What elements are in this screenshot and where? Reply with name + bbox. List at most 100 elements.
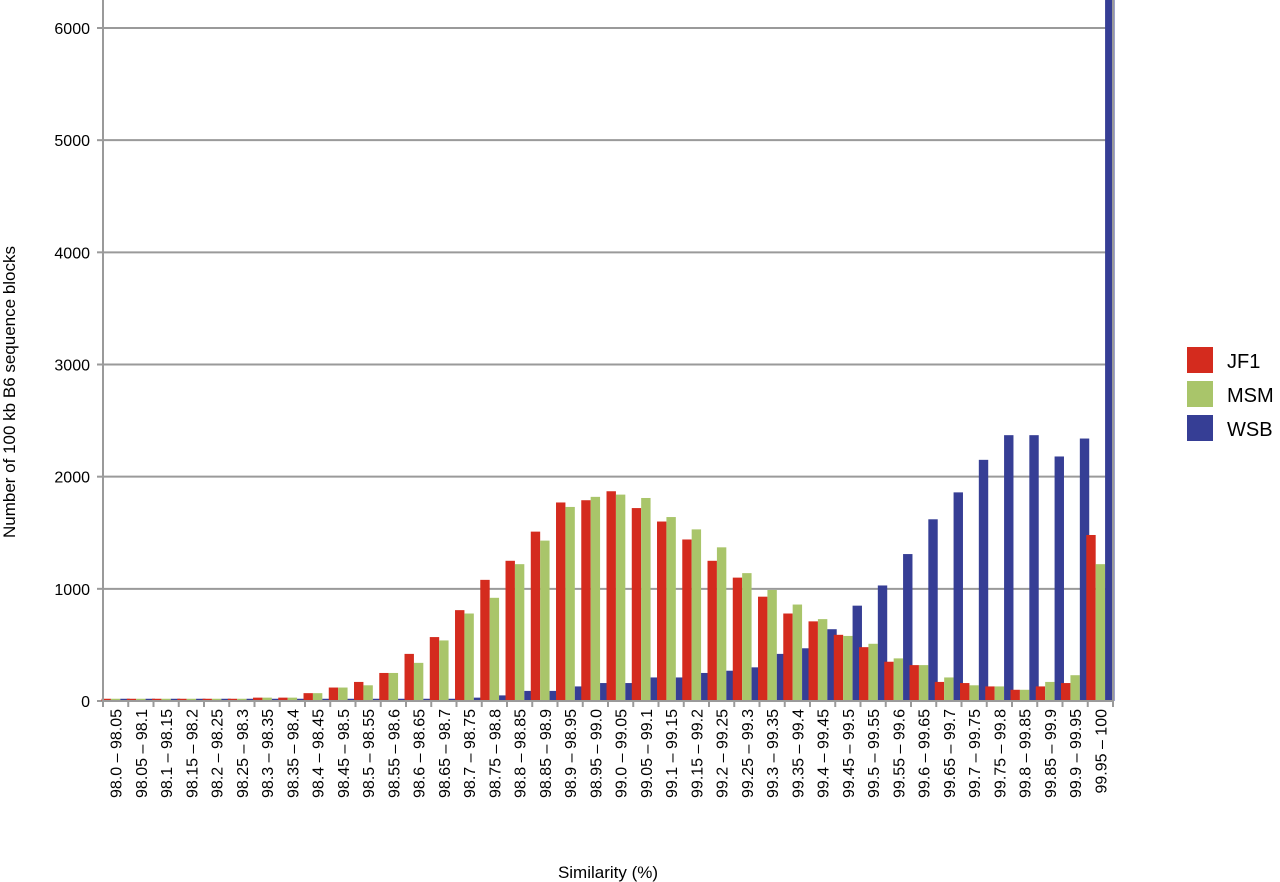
bar-wsb [574, 686, 585, 701]
bar-wsb [751, 667, 761, 701]
bar-jf1 [732, 577, 743, 701]
bar-wsb [1004, 435, 1014, 701]
bar-wsb [120, 698, 130, 701]
bar-jf1 [303, 693, 313, 701]
x-tick-label: 98.05 – 98.1 [134, 709, 151, 798]
bar-msm [716, 547, 727, 701]
bar-msm [338, 687, 348, 701]
bar-jf1 [354, 681, 364, 701]
bar-wsb [827, 629, 837, 701]
bar-jf1 [884, 661, 894, 701]
legend-label-msm: MSM [1227, 385, 1274, 407]
bar-jf1 [758, 596, 768, 701]
x-tick-label: 99.3 – 99.35 [765, 709, 782, 798]
bar-jf1 [429, 637, 440, 701]
bar-wsb [170, 698, 181, 701]
bar-wsb [271, 698, 282, 701]
bar-wsb [423, 698, 433, 701]
x-tick-label: 98.75 – 98.8 [487, 709, 504, 798]
bar-msm [186, 698, 197, 701]
x-tick-label: 98.6 – 98.65 [412, 709, 429, 798]
x-tick-label: 99.95 – 100 [1093, 709, 1110, 794]
bar-msm [161, 698, 171, 701]
bar-msm [540, 540, 550, 701]
bar-wsb [903, 554, 913, 701]
bar-jf1 [177, 698, 187, 701]
x-tick-label: 98.5 – 98.55 [361, 709, 378, 798]
legend-label-jf1: JF1 [1227, 351, 1260, 373]
x-tick-label: 99.75 – 99.8 [992, 709, 1009, 798]
bar-msm [439, 640, 449, 701]
bar-msm [262, 697, 272, 701]
x-tick-label: 98.65 – 98.7 [437, 709, 454, 798]
bar-jf1 [934, 681, 945, 701]
x-tick-label: 98.25 – 98.3 [235, 709, 252, 798]
bar-jf1 [960, 683, 970, 701]
x-tick-label: 98.35 – 98.4 [285, 709, 302, 798]
x-axis-title: Similarity (%) [558, 863, 658, 882]
x-tick-label: 98.55 – 98.6 [386, 709, 403, 798]
bar-msm [1095, 564, 1106, 701]
bar-wsb [499, 695, 509, 701]
bar-msm [792, 604, 803, 701]
bar-jf1 [556, 502, 566, 701]
x-tick-label: 99.9 – 99.95 [1068, 709, 1085, 798]
bar-jf1 [480, 579, 490, 701]
bar-jf1 [126, 698, 137, 701]
bar-msm [767, 589, 777, 701]
x-tick-label: 99.0 – 99.05 [614, 709, 631, 798]
bar-wsb [145, 698, 155, 701]
x-tick-label: 98.3 – 98.35 [260, 709, 277, 798]
x-tick-label: 98.4 – 98.45 [311, 709, 328, 798]
y-tick-label: 0 [81, 694, 90, 711]
bar-jf1 [505, 560, 515, 701]
x-tick-label: 99.5 – 99.55 [866, 709, 883, 798]
bar-wsb [852, 605, 862, 701]
bar-wsb [221, 698, 231, 701]
legend: JF1 MSM WSB [1187, 347, 1274, 441]
bar-wsb [322, 698, 332, 701]
x-tick-label: 99.4 – 99.45 [816, 709, 833, 798]
bar-msm [363, 685, 373, 701]
bar-jf1 [1010, 689, 1020, 701]
x-tick-label: 98.85 – 98.9 [538, 709, 555, 798]
bar-msm [691, 529, 702, 701]
bar-wsb [1054, 456, 1064, 701]
bar-jf1 [682, 539, 692, 701]
y-tick-label: 1000 [54, 582, 90, 599]
x-tick-label: 98.95 – 99.0 [588, 709, 605, 798]
bar-msm [514, 564, 525, 701]
y-axis-title: Number of 100 kb B6 sequence blocks [0, 246, 19, 538]
bar-jf1 [859, 647, 869, 701]
x-tick-label: 98.9 – 98.95 [563, 709, 580, 798]
grid-lines [97, 27, 1113, 702]
bar-wsb [675, 677, 686, 701]
bar-jf1 [278, 697, 288, 701]
bar-msm [110, 698, 121, 701]
bar-msm [413, 662, 424, 701]
bar-msm [868, 643, 878, 701]
bar-jf1 [606, 491, 616, 701]
bar-jf1 [1035, 686, 1046, 701]
bar-msm [817, 619, 828, 701]
x-tick-label: 99.8 – 99.85 [1018, 709, 1035, 798]
legend-swatch-jf1 [1187, 347, 1213, 373]
bar-msm [312, 693, 323, 701]
legend-label-wsb: WSB [1227, 419, 1273, 441]
bar-jf1 [202, 698, 212, 701]
x-tick-label: 99.7 – 99.75 [967, 709, 984, 798]
bar-msm [666, 517, 676, 701]
bar-jf1 [581, 500, 591, 701]
bar-msm [237, 698, 247, 701]
x-tick-label: 99.45 – 99.5 [841, 709, 858, 798]
y-tick-label: 6000 [54, 21, 90, 38]
y-tick-label: 3000 [54, 358, 90, 375]
bar-wsb [524, 690, 534, 701]
y-tick-labels: 0 1000 2000 3000 4000 5000 6000 [54, 21, 90, 711]
x-tick-label: 98.45 – 98.5 [336, 709, 353, 798]
x-tick-label: 99.35 – 99.4 [790, 709, 807, 798]
bar-msm [211, 698, 222, 701]
bars [101, 0, 1115, 701]
bar-jf1 [1086, 534, 1096, 701]
